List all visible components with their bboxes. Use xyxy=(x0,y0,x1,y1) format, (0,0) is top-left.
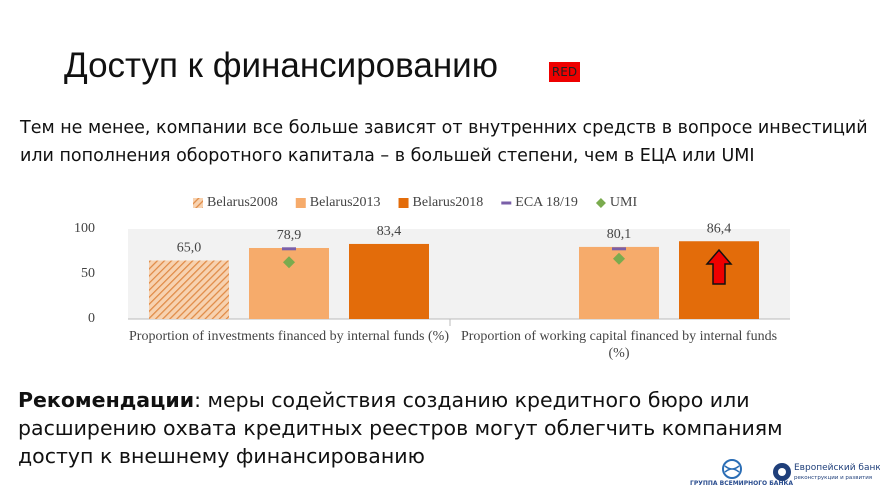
marker-diamond xyxy=(283,256,295,269)
x-tick-label: Proportion of working capital financed b… xyxy=(460,329,778,361)
y-tick-label: 0 xyxy=(88,311,95,326)
legend-label: Belarus2008 xyxy=(207,195,278,210)
value-label: 83,4 xyxy=(377,224,402,239)
y-tick-label: 50 xyxy=(81,266,95,281)
legend-label: Belarus2013 xyxy=(310,195,381,210)
wb-logo-icon xyxy=(722,459,742,479)
legend-label: ECA 18/19 xyxy=(515,195,578,210)
legend-label: UMI xyxy=(610,195,638,210)
value-label: 78,9 xyxy=(277,228,302,243)
legend-label: Belarus2018 xyxy=(413,195,484,210)
marker-dash xyxy=(612,247,626,251)
bar xyxy=(149,260,229,319)
legend-swatch xyxy=(398,198,409,208)
x-tick-label: Proportion of investments financed by in… xyxy=(129,329,449,344)
intro-line: или пополнения оборотного капитала – в б… xyxy=(20,146,755,166)
recommendation-text: : меры содействия созданию кредитного бю… xyxy=(194,388,750,412)
value-label: 65,0 xyxy=(177,241,202,256)
value-label: 80,1 xyxy=(607,227,632,242)
y-tick-label: 100 xyxy=(74,221,95,236)
legend-swatch xyxy=(595,198,606,208)
slide-title: Доступ к финансированию xyxy=(64,46,498,85)
ebrd-logo-icon xyxy=(773,463,791,481)
arrow-icon xyxy=(705,248,733,285)
wb-logo-text: ГРУППА ВСЕМИРНОГО БАНКА xyxy=(690,480,794,487)
marker-diamond xyxy=(613,252,625,265)
ebrd-logo-sub: реконструкции и развития xyxy=(794,475,873,481)
legend-swatch xyxy=(501,201,512,205)
recommendation-line: Рекомендации: меры содействия созданию к… xyxy=(18,388,750,412)
value-label: 86,4 xyxy=(707,221,732,236)
badge: RED xyxy=(549,62,580,82)
ebrd-logo-text: Европейский банк xyxy=(794,463,880,473)
legend-swatch xyxy=(295,198,306,208)
recommendation-line: расширению охвата кредитных реестров мог… xyxy=(18,416,783,440)
intro-line: Тем не менее, компании все больше завися… xyxy=(20,118,868,138)
recommendation-lead: Рекомендации xyxy=(18,388,195,412)
bar xyxy=(349,243,429,319)
legend-swatch xyxy=(193,198,203,208)
marker-dash xyxy=(282,247,296,251)
recommendation-line: доступ к внешнему финансированию xyxy=(18,444,425,468)
